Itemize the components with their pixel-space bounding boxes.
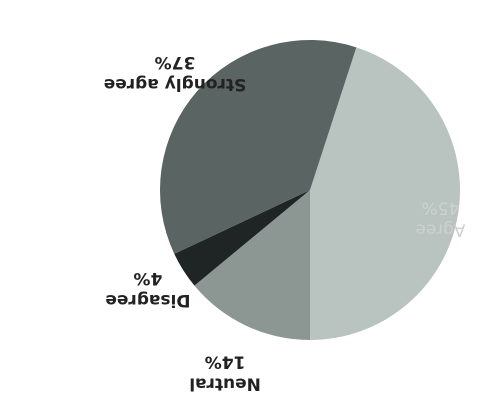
pie-slice-neutral [194,190,310,340]
pie-label-category: Disagree [105,290,190,310]
pie-label-neutral: Neutral14% [189,352,261,394]
pie-slice-strongly-agree [160,40,357,254]
pie-slice-agree [310,47,460,340]
pie-label-value: 37% [155,52,196,72]
pie-label-category: Strongly agree [104,74,247,94]
pie-label-value: 45% [421,198,459,218]
pie-label-category: Neutral [189,374,261,394]
pie-label-value: 14% [205,352,246,372]
pie-label-category: Agree [415,220,465,240]
pie-labels: Agree45% Neutral14% Disagree4% Strongly agr… [104,52,466,394]
pie-slices [160,40,460,340]
pie-label-agree: Agree45% [415,198,465,240]
pie-label-disagree: Disagree4% [105,268,190,310]
pie-label-strongly-agree: Strongly agree37% [104,52,247,94]
pie-label-value: 4% [133,268,162,288]
pie-slice-disagree [174,190,310,286]
